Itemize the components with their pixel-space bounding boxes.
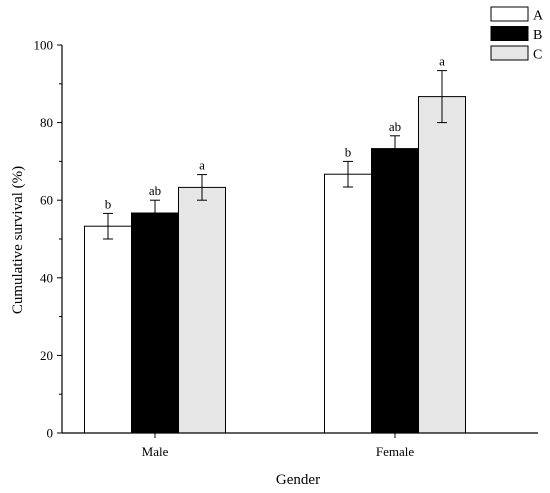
legend-label-a: A bbox=[533, 9, 544, 24]
error-bar-c-male bbox=[197, 174, 207, 201]
significance-label: a bbox=[439, 54, 445, 69]
y-tick-label: 60 bbox=[40, 193, 53, 208]
bar-a-male bbox=[84, 225, 132, 434]
bar-a-female bbox=[324, 173, 372, 434]
bar-c-male bbox=[178, 186, 226, 434]
x-tick-label-male: Male bbox=[142, 444, 169, 459]
error-bar-a-male bbox=[103, 212, 113, 240]
significance-label: a bbox=[199, 158, 205, 173]
significance-label: ab bbox=[149, 183, 161, 198]
y-axis-label: Cumulative survival (%) bbox=[10, 166, 26, 314]
y-tick-label: 0 bbox=[47, 426, 54, 441]
ticks-layer: 0 20 40 60 80 100 Male Female bbox=[34, 38, 415, 460]
error-bar-b-female bbox=[390, 135, 400, 162]
error-bars-layer bbox=[103, 70, 447, 240]
legend-swatch-c bbox=[490, 45, 529, 61]
significance-label: b bbox=[105, 196, 112, 211]
legend-label-c: C bbox=[533, 48, 542, 63]
error-bar-a-female bbox=[343, 160, 353, 188]
y-tick-label: 80 bbox=[40, 115, 53, 130]
y-tick-label: 100 bbox=[34, 38, 54, 53]
legend: ABC bbox=[490, 6, 544, 63]
y-tick-label: 40 bbox=[40, 270, 53, 285]
error-bar-b-male bbox=[150, 199, 160, 227]
legend-swatch-b bbox=[490, 26, 529, 41]
bars-layer bbox=[84, 96, 466, 434]
significance-label: ab bbox=[389, 119, 401, 134]
y-tick-label: 20 bbox=[40, 348, 53, 363]
x-axis-label: Gender bbox=[276, 472, 320, 488]
legend-swatch-a bbox=[490, 6, 529, 22]
bar-b-female bbox=[371, 148, 419, 434]
x-tick-label-female: Female bbox=[376, 444, 414, 459]
legend-label-b: B bbox=[533, 28, 542, 43]
bar-c-female bbox=[418, 96, 466, 434]
bar-b-male bbox=[131, 212, 179, 434]
significance-label: b bbox=[345, 144, 352, 159]
error-bar-c-female bbox=[437, 70, 447, 124]
significance-labels-layer: b b ab ab a a bbox=[105, 54, 445, 212]
